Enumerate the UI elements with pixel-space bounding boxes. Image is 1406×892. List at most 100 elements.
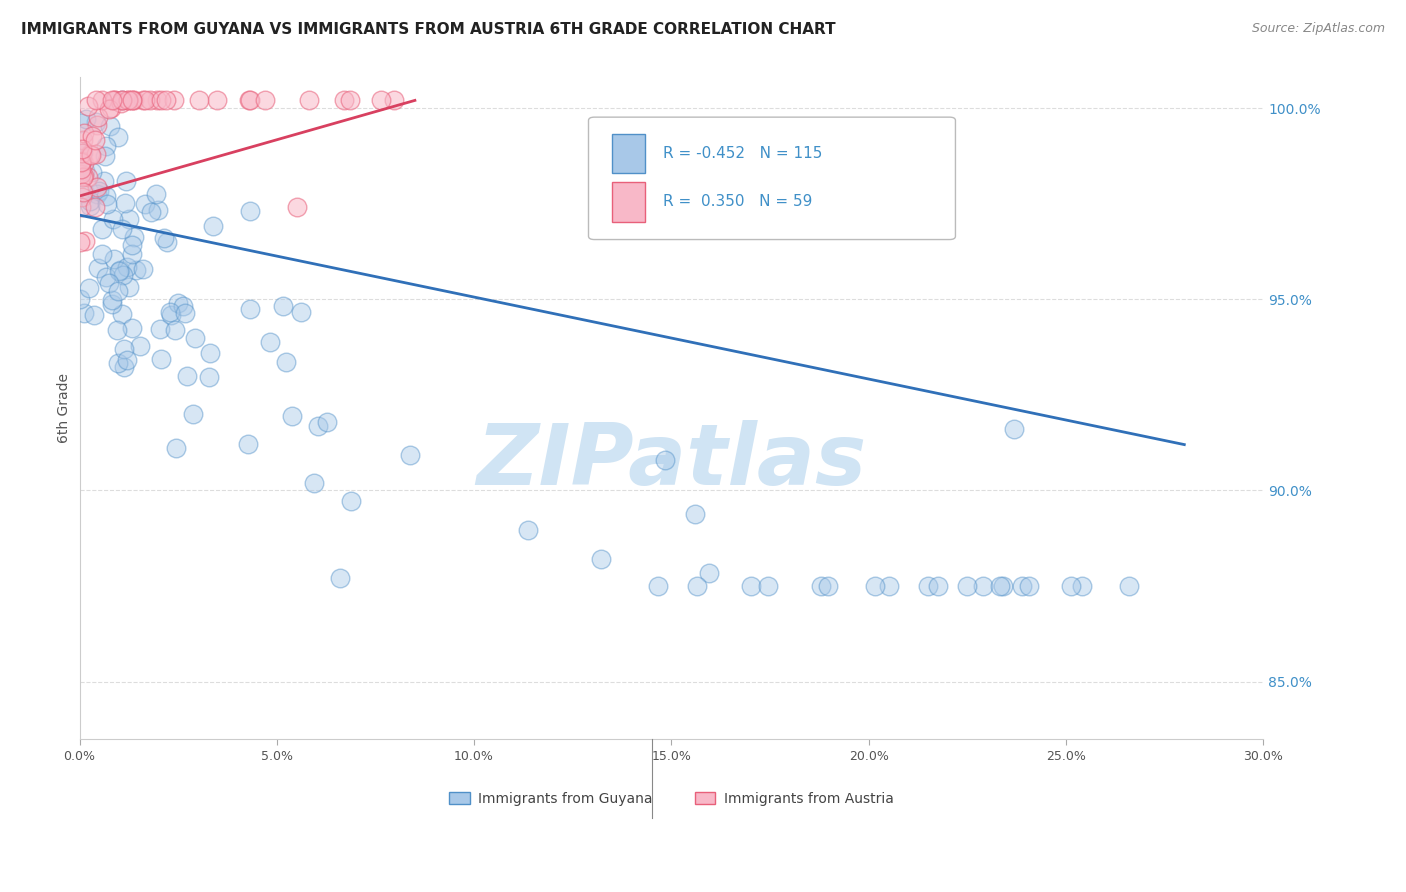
Point bbox=[271, 299, 294, 313]
Point bbox=[77, 169, 100, 184]
Point bbox=[90, 222, 112, 236]
Point bbox=[589, 552, 612, 566]
Point bbox=[82, 165, 104, 179]
Point bbox=[107, 130, 129, 145]
Point bbox=[75, 112, 97, 126]
Point bbox=[110, 96, 132, 111]
Point bbox=[150, 351, 173, 366]
Point bbox=[72, 169, 94, 184]
Point bbox=[988, 579, 1011, 593]
Point bbox=[184, 331, 207, 345]
Point bbox=[79, 199, 101, 213]
Point bbox=[84, 132, 107, 146]
Point bbox=[101, 293, 124, 307]
Point bbox=[70, 143, 93, 157]
Point bbox=[77, 99, 100, 113]
Point bbox=[111, 94, 134, 108]
Point bbox=[121, 247, 143, 261]
Point bbox=[124, 230, 146, 244]
Point bbox=[94, 139, 117, 153]
Point bbox=[132, 262, 155, 277]
Point bbox=[810, 579, 832, 593]
Point bbox=[817, 579, 839, 593]
Point bbox=[69, 292, 91, 306]
Point bbox=[307, 419, 329, 434]
Point bbox=[333, 94, 356, 108]
Point bbox=[683, 507, 706, 521]
Point bbox=[654, 453, 676, 467]
Point bbox=[69, 200, 91, 214]
Point bbox=[94, 148, 117, 162]
Point bbox=[112, 268, 135, 282]
Point bbox=[172, 299, 194, 313]
Point bbox=[165, 323, 187, 337]
Point bbox=[239, 203, 262, 218]
Point bbox=[111, 94, 134, 108]
Point bbox=[125, 262, 148, 277]
Point bbox=[159, 308, 181, 322]
Point bbox=[87, 111, 110, 125]
Point bbox=[202, 219, 225, 233]
Point bbox=[72, 133, 94, 147]
Point bbox=[70, 153, 93, 168]
Point bbox=[121, 238, 143, 252]
Point bbox=[174, 306, 197, 320]
Point bbox=[107, 284, 129, 298]
Point bbox=[259, 334, 281, 349]
Text: ZIPatlas: ZIPatlas bbox=[477, 420, 866, 503]
Point bbox=[197, 370, 219, 384]
Point bbox=[80, 129, 103, 144]
Point bbox=[72, 145, 94, 160]
Point bbox=[96, 196, 118, 211]
Point bbox=[188, 94, 211, 108]
Point bbox=[115, 353, 138, 368]
Point bbox=[104, 94, 127, 108]
Point bbox=[165, 441, 187, 455]
Point bbox=[86, 180, 108, 194]
Point bbox=[84, 115, 107, 129]
Point bbox=[87, 184, 110, 198]
Point bbox=[121, 94, 143, 108]
Point bbox=[100, 101, 122, 115]
Point bbox=[329, 571, 352, 585]
Point bbox=[302, 475, 325, 490]
Point bbox=[128, 339, 150, 353]
Point bbox=[117, 260, 139, 274]
Point bbox=[73, 306, 96, 320]
Point bbox=[93, 174, 115, 188]
Text: R = -0.452   N = 115: R = -0.452 N = 115 bbox=[664, 146, 823, 161]
Point bbox=[90, 94, 112, 108]
Point bbox=[298, 94, 321, 108]
Point bbox=[339, 94, 361, 108]
Point bbox=[740, 579, 762, 593]
Point bbox=[112, 342, 135, 356]
Point bbox=[149, 322, 172, 336]
Point bbox=[96, 270, 118, 285]
Point bbox=[153, 231, 176, 245]
Point bbox=[69, 167, 91, 181]
Point bbox=[121, 94, 143, 108]
Point bbox=[79, 147, 101, 161]
Point bbox=[176, 369, 198, 384]
Point bbox=[181, 407, 204, 421]
Point bbox=[239, 94, 262, 108]
Point bbox=[83, 308, 105, 322]
Point bbox=[1004, 422, 1026, 436]
Text: R =  0.350   N = 59: R = 0.350 N = 59 bbox=[664, 194, 813, 210]
Point bbox=[516, 523, 538, 537]
Point bbox=[75, 164, 97, 178]
Point bbox=[117, 94, 139, 108]
Point bbox=[139, 204, 162, 219]
Point bbox=[103, 252, 125, 266]
Point bbox=[73, 126, 96, 140]
Point bbox=[117, 94, 139, 108]
Point bbox=[972, 579, 994, 593]
Point bbox=[993, 579, 1015, 593]
Point bbox=[73, 186, 96, 200]
Point bbox=[647, 579, 669, 593]
Point bbox=[69, 235, 91, 249]
Point bbox=[155, 94, 177, 108]
Point bbox=[236, 437, 259, 451]
Point bbox=[73, 169, 96, 183]
Point bbox=[167, 296, 190, 310]
